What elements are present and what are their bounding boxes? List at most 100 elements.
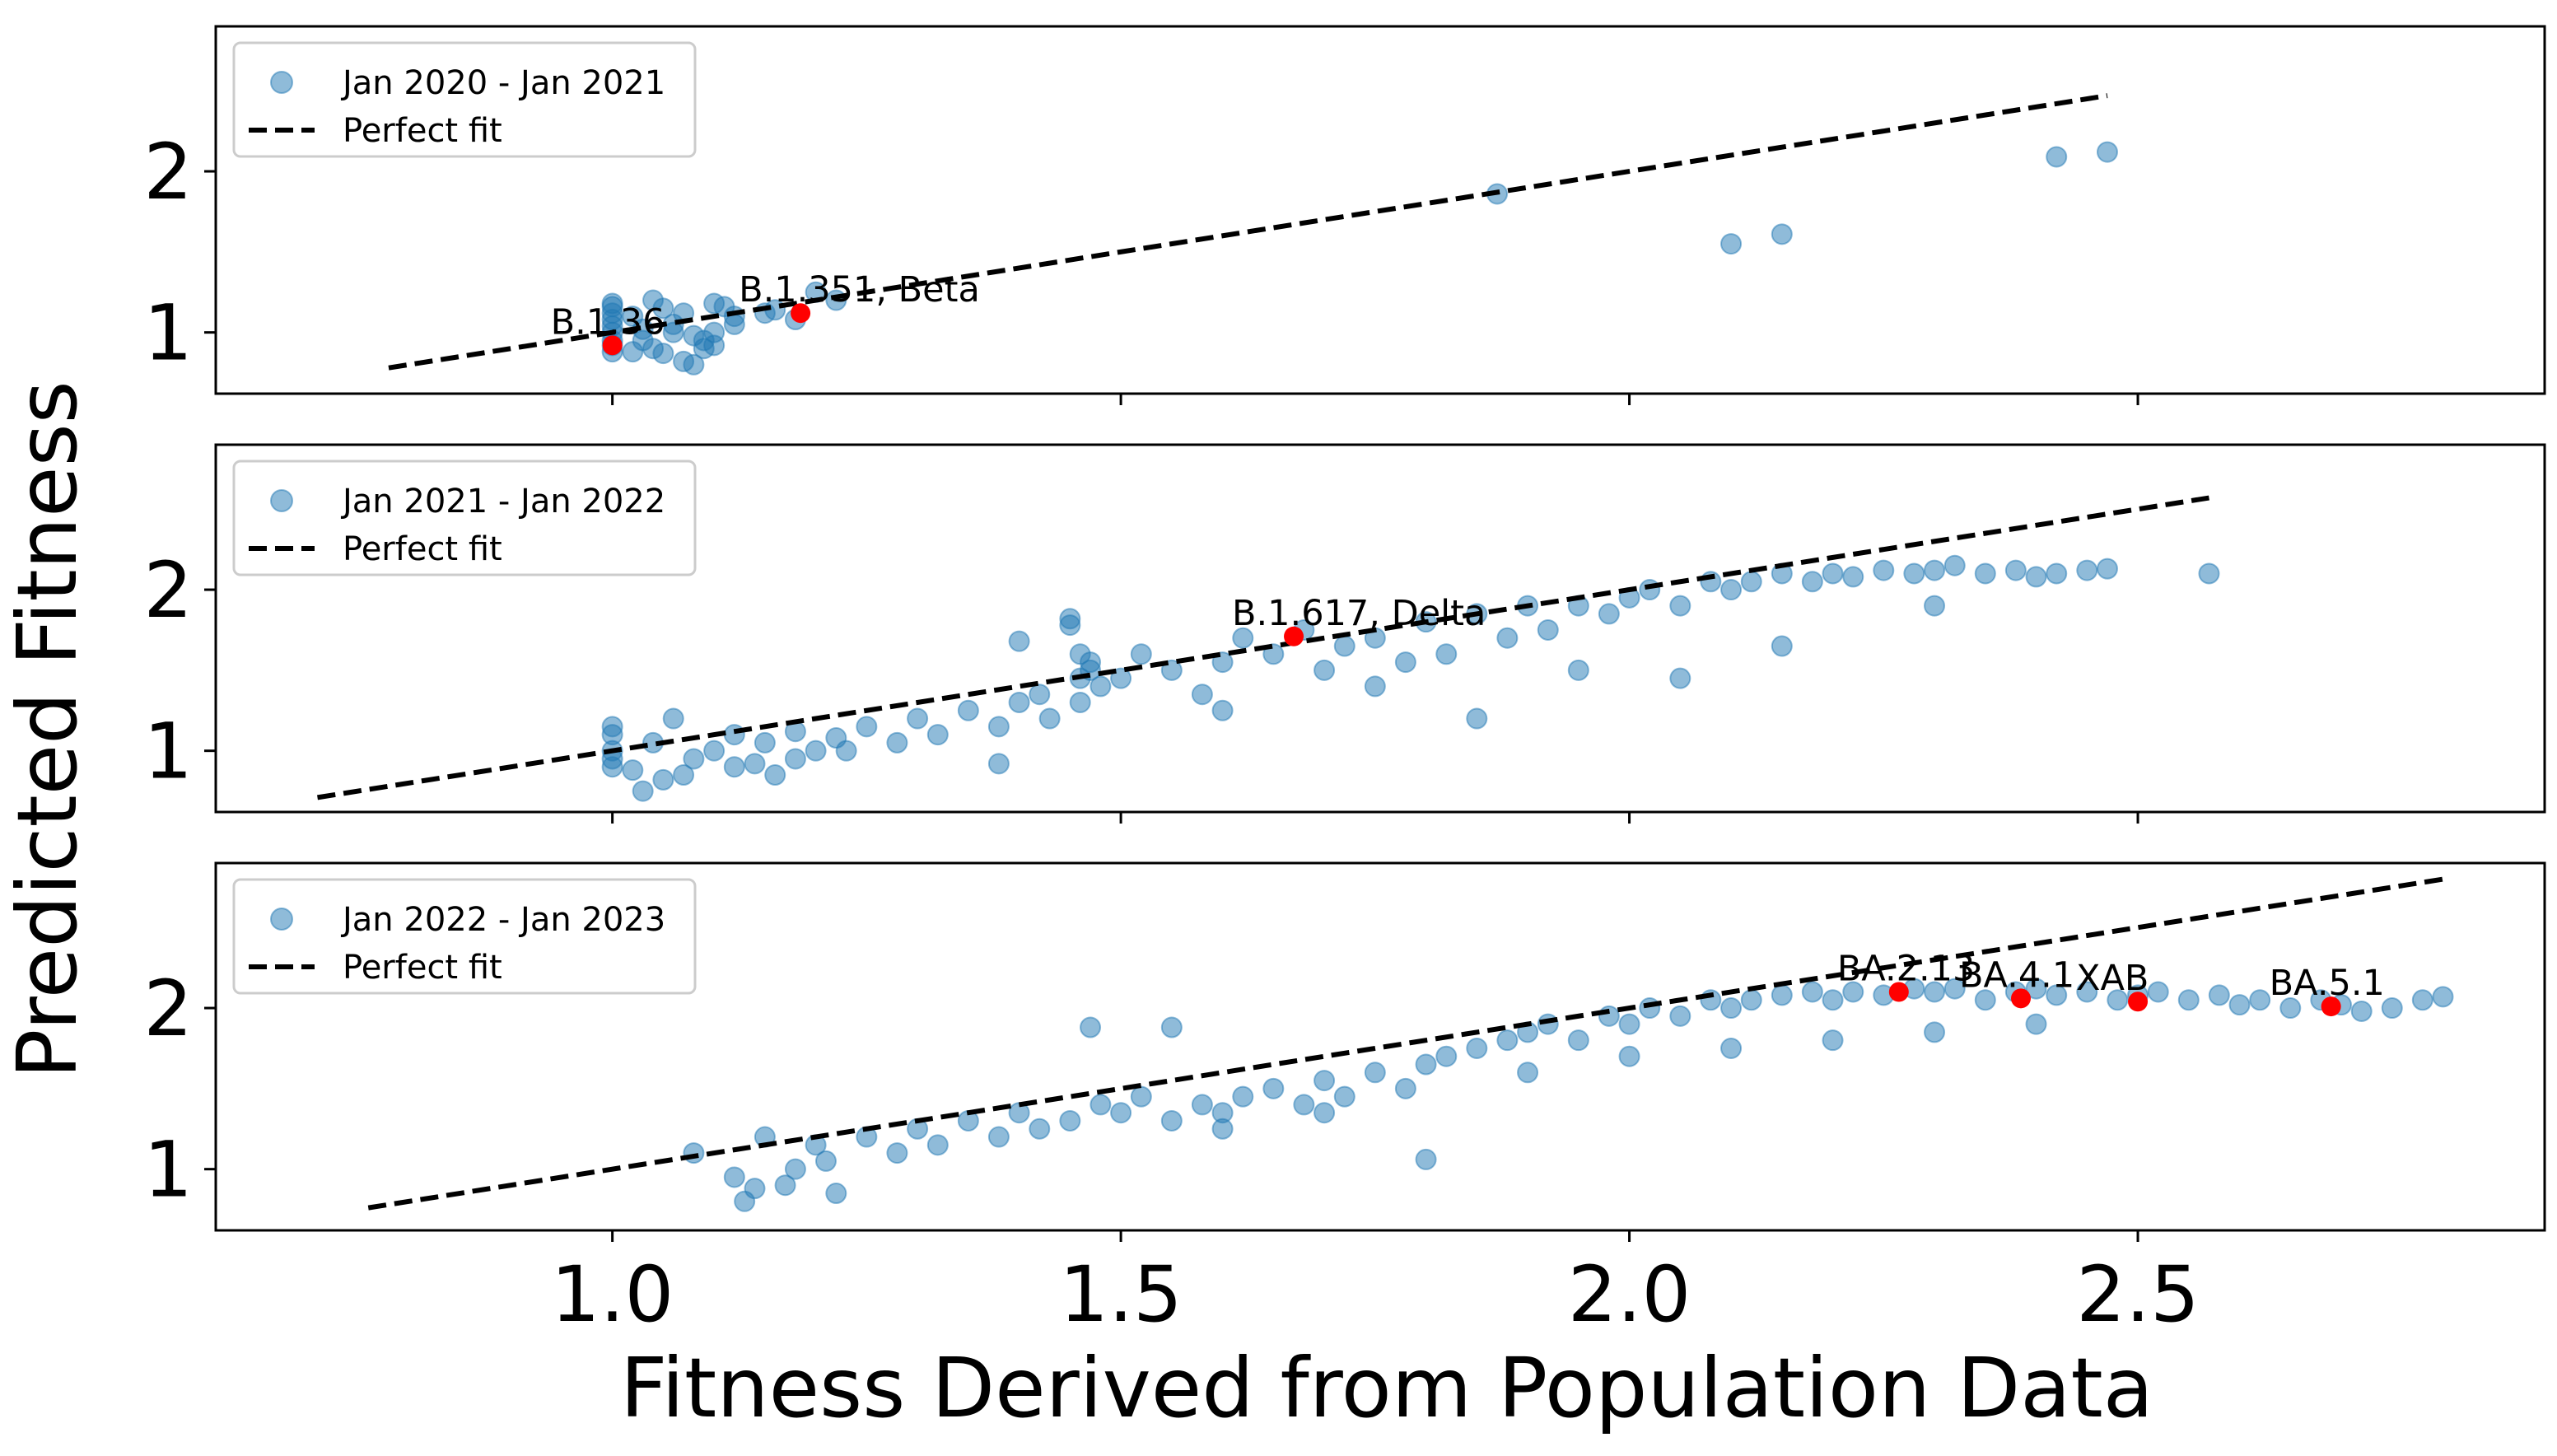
data-point <box>1598 603 1620 625</box>
data-point <box>2279 997 2302 1020</box>
perfect-fit-line <box>317 495 2209 800</box>
data-point <box>1333 1085 1355 1108</box>
data-point <box>2107 989 2129 1011</box>
data-point <box>601 716 623 738</box>
x-tick-label: 2.5 <box>2076 1250 2200 1340</box>
data-point <box>1924 981 1946 1003</box>
data-point <box>1160 1016 1183 1038</box>
annotation-label: B.1.36 <box>551 301 665 343</box>
legend: Jan 2022 - Jan 2023 Perfect fit <box>232 878 697 995</box>
data-point <box>1160 1109 1183 1132</box>
legend-fit-label: Perfect fit <box>343 112 502 150</box>
data-point <box>1771 635 1793 657</box>
plot-frame <box>214 443 2546 814</box>
data-point <box>987 1126 1010 1148</box>
y-axis-label: Predicted Fitness <box>0 380 96 1079</box>
data-point <box>2096 558 2118 580</box>
data-point <box>1943 554 1966 576</box>
data-point <box>1517 1062 1539 1084</box>
data-point <box>2228 994 2251 1016</box>
data-point <box>1466 1037 1488 1059</box>
data-point <box>1842 566 1864 588</box>
data-point <box>1943 978 1966 1000</box>
data-point <box>1537 618 1559 641</box>
legend-series-label: Jan 2020 - Jan 2021 <box>340 64 665 102</box>
data-point <box>622 306 644 328</box>
legend-frame <box>232 41 697 158</box>
data-point <box>784 748 806 770</box>
data-point <box>1130 1085 1152 1108</box>
data-point <box>784 1158 806 1180</box>
data-point <box>1293 1094 1315 1116</box>
data-point <box>835 740 857 762</box>
x-tick-label: 2.0 <box>1568 1250 1691 1340</box>
data-point <box>723 1166 745 1188</box>
legend: Jan 2020 - Jan 2021 Perfect fit <box>232 41 697 158</box>
data-point <box>1435 1045 1458 1067</box>
data-point <box>886 731 908 754</box>
data-point <box>1720 579 1743 601</box>
data-point <box>601 292 623 315</box>
data-point <box>1618 1045 1640 1067</box>
data-point <box>2004 559 2027 581</box>
legend-marker <box>270 489 293 512</box>
data-point <box>1232 627 1254 649</box>
data-point <box>1496 1029 1519 1052</box>
data-point <box>2046 984 2068 1006</box>
data-point <box>683 1142 705 1164</box>
data-point <box>805 740 827 762</box>
data-point <box>703 321 726 343</box>
highlight-point <box>791 303 811 324</box>
y-tick-label: 2 <box>143 546 193 636</box>
data-point <box>1029 1118 1051 1140</box>
data-point <box>1567 1029 1589 1052</box>
data-point <box>1822 1029 1844 1052</box>
data-point <box>1415 1053 1437 1076</box>
data-point <box>957 699 979 721</box>
legend-series-label: Jan 2022 - Jan 2023 <box>340 901 665 939</box>
data-point <box>2432 986 2454 1008</box>
data-point <box>673 764 695 786</box>
data-point <box>2076 981 2098 1003</box>
data-point <box>926 1134 949 1156</box>
data-point <box>1720 233 1743 255</box>
data-point <box>1639 997 1661 1020</box>
data-point <box>2198 562 2220 585</box>
highlight-point <box>1888 982 1909 1002</box>
data-point <box>1669 595 1691 617</box>
y-tick-label: 2 <box>143 128 193 217</box>
data-point <box>1008 630 1030 652</box>
data-point <box>774 1174 796 1197</box>
data-point <box>1090 675 1112 698</box>
data-point <box>1924 595 1946 617</box>
data-point <box>1394 651 1416 674</box>
data-point <box>1029 684 1051 706</box>
data-point <box>723 313 745 335</box>
data-point <box>2208 984 2230 1006</box>
data-point <box>2025 566 2047 588</box>
data-point <box>2177 989 2200 1011</box>
data-point <box>2046 146 2068 168</box>
data-point <box>2249 989 2271 1011</box>
y-tick-label: 1 <box>143 289 193 379</box>
highlight-point <box>2011 988 2032 1009</box>
data-point <box>1618 1013 1640 1035</box>
data-point <box>1394 1077 1416 1099</box>
data-point <box>1364 675 1386 698</box>
annotation-label: B.1.617, Delta <box>1232 593 1486 634</box>
data-point <box>1130 643 1152 665</box>
data-point <box>1639 579 1661 601</box>
data-point <box>1313 659 1336 681</box>
data-point <box>1974 562 1996 585</box>
data-point <box>622 759 644 782</box>
data-point <box>1740 571 1762 593</box>
data-point <box>1801 571 1823 593</box>
data-point <box>652 768 674 791</box>
data-point <box>1191 1094 1213 1116</box>
x-tick-label: 1.5 <box>1059 1250 1183 1340</box>
legend-fit-label: Perfect fit <box>343 530 502 568</box>
data-point <box>1211 1118 1234 1140</box>
data-point <box>683 353 705 376</box>
data-point <box>1822 562 1844 585</box>
legend-marker <box>270 908 293 931</box>
